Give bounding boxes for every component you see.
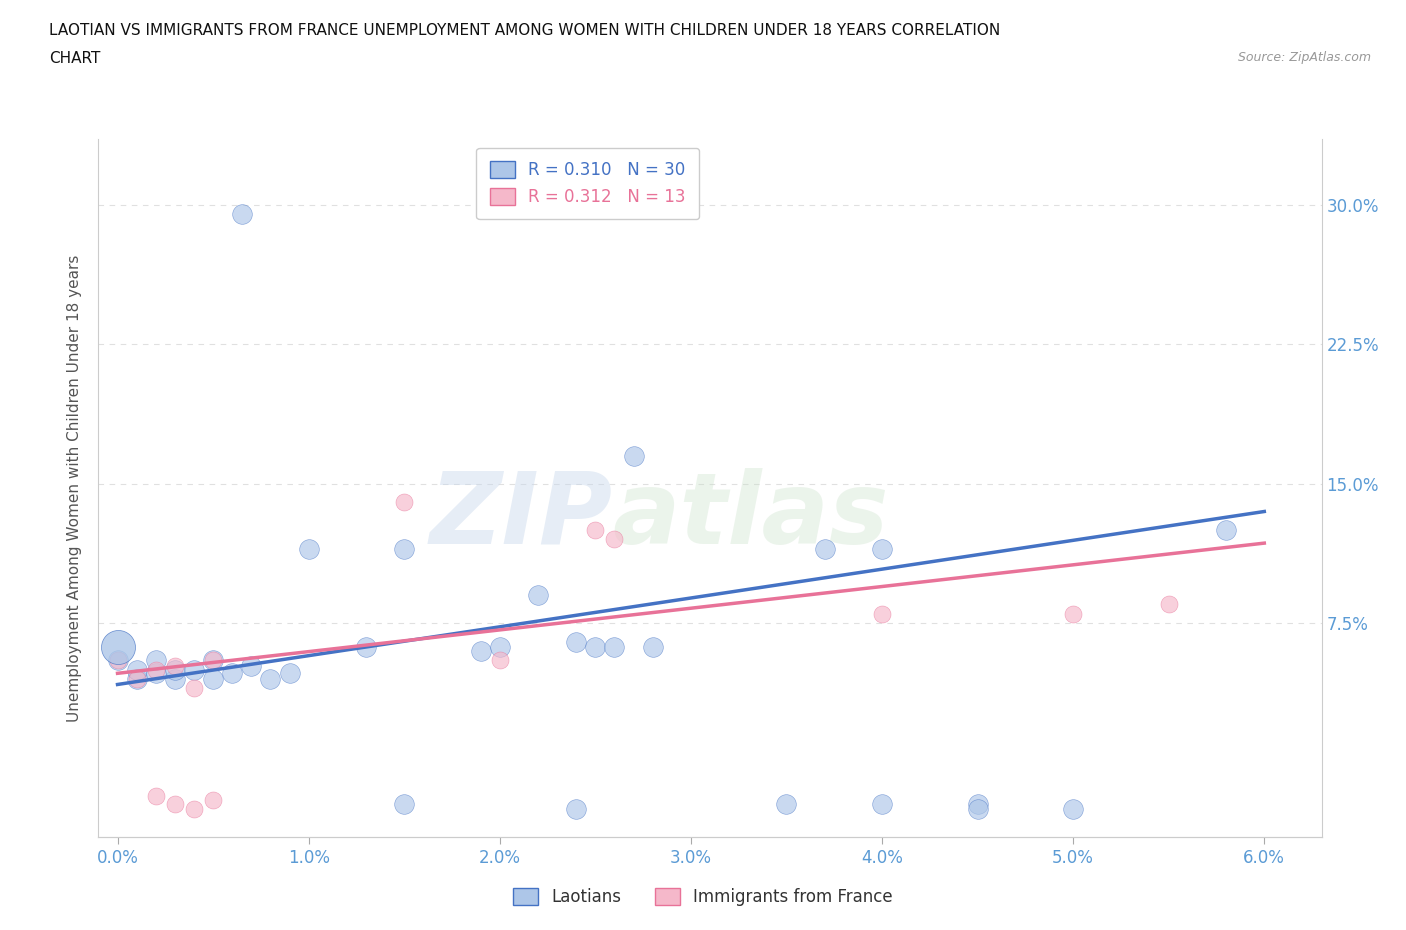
Point: [470, 644, 492, 658]
Legend: Laotians, Immigrants from France: Laotians, Immigrants from France: [506, 881, 900, 912]
Point: [163, 658, 186, 673]
Point: [641, 640, 664, 655]
Y-axis label: Unemployment Among Women with Children Under 18 years: Unemployment Among Women with Children U…: [67, 255, 83, 722]
Point: [183, 662, 205, 677]
Point: [392, 495, 416, 510]
Point: [231, 206, 253, 221]
Point: [183, 681, 205, 696]
Point: [298, 541, 321, 556]
Point: [527, 588, 550, 603]
Point: [125, 662, 148, 677]
Point: [145, 662, 167, 677]
Text: CHART: CHART: [49, 51, 101, 66]
Point: [565, 802, 588, 817]
Point: [1062, 802, 1084, 817]
Point: [145, 666, 167, 681]
Point: [163, 671, 186, 686]
Point: [603, 532, 626, 547]
Text: Source: ZipAtlas.com: Source: ZipAtlas.com: [1237, 51, 1371, 64]
Text: ZIP: ZIP: [429, 468, 612, 565]
Point: [145, 789, 167, 804]
Point: [240, 658, 263, 673]
Text: atlas: atlas: [612, 468, 889, 565]
Point: [870, 541, 893, 556]
Point: [125, 671, 148, 686]
Point: [488, 640, 510, 655]
Point: [202, 653, 225, 668]
Point: [107, 653, 129, 668]
Point: [623, 448, 645, 463]
Legend: R = 0.310   N = 30, R = 0.312   N = 13: R = 0.310 N = 30, R = 0.312 N = 13: [477, 148, 699, 219]
Point: [107, 653, 129, 668]
Point: [145, 653, 167, 668]
Point: [1215, 523, 1237, 538]
Point: [183, 802, 205, 817]
Point: [202, 792, 225, 807]
Point: [259, 671, 281, 686]
Point: [966, 802, 988, 817]
Point: [603, 640, 626, 655]
Point: [278, 666, 301, 681]
Point: [1062, 606, 1084, 621]
Point: [583, 640, 606, 655]
Point: [392, 541, 416, 556]
Point: [392, 796, 416, 811]
Point: [565, 634, 588, 649]
Point: [775, 796, 797, 811]
Point: [202, 671, 225, 686]
Text: LAOTIAN VS IMMIGRANTS FROM FRANCE UNEMPLOYMENT AMONG WOMEN WITH CHILDREN UNDER 1: LAOTIAN VS IMMIGRANTS FROM FRANCE UNEMPL…: [49, 23, 1001, 38]
Point: [107, 640, 129, 655]
Point: [163, 662, 186, 677]
Point: [221, 666, 243, 681]
Point: [814, 541, 837, 556]
Point: [125, 671, 148, 686]
Point: [583, 523, 606, 538]
Point: [354, 640, 377, 655]
Point: [870, 606, 893, 621]
Point: [966, 796, 988, 811]
Point: [488, 653, 510, 668]
Point: [870, 796, 893, 811]
Point: [202, 653, 225, 668]
Point: [1157, 597, 1180, 612]
Point: [163, 796, 186, 811]
